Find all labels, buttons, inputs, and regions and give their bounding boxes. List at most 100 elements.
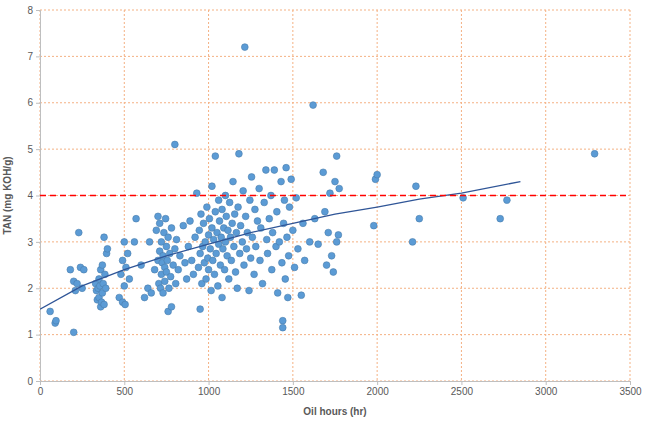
point — [226, 199, 233, 206]
x-axis-title: Oil hours (hr) — [303, 406, 366, 417]
point — [212, 153, 219, 160]
point — [271, 167, 278, 174]
point — [268, 266, 275, 273]
point — [165, 234, 172, 241]
tick-label: 3 — [27, 237, 33, 248]
point — [233, 229, 240, 236]
tick-label: 0 — [38, 386, 44, 397]
point — [269, 229, 276, 236]
point — [279, 324, 286, 331]
plot: 0500100015002000250030003500012345678 — [27, 5, 642, 397]
point — [104, 245, 111, 252]
tick-label: 3500 — [619, 386, 642, 397]
point — [216, 218, 223, 225]
tick: 6 — [27, 97, 40, 108]
tick: 7 — [27, 51, 40, 62]
point — [291, 264, 298, 271]
point — [196, 227, 203, 234]
point — [335, 232, 342, 239]
point — [171, 141, 178, 148]
tick-mark — [36, 288, 40, 289]
point — [207, 245, 214, 252]
point — [156, 220, 163, 227]
point — [99, 262, 106, 269]
axis-line — [36, 11, 41, 382]
tick-mark — [377, 381, 378, 385]
tick: 500 — [116, 381, 133, 397]
tick: 1000 — [198, 381, 221, 397]
point — [192, 234, 199, 241]
tick-label: 8 — [27, 5, 33, 16]
point — [183, 276, 190, 283]
point — [203, 204, 210, 211]
tick-label: 4 — [27, 190, 33, 201]
point — [215, 197, 222, 204]
point — [206, 215, 213, 222]
point — [214, 283, 221, 290]
grid-line — [40, 56, 630, 57]
point — [259, 280, 266, 287]
point — [164, 257, 171, 264]
tick: 1500 — [282, 381, 305, 397]
point — [283, 164, 290, 171]
tick-label: 7 — [27, 51, 33, 62]
point — [249, 234, 256, 241]
point — [278, 178, 285, 185]
chart: 0500100015002000250030003500012345678Oil… — [0, 0, 646, 425]
point — [70, 329, 77, 336]
tick-mark — [461, 381, 462, 385]
point — [212, 208, 219, 215]
point — [208, 287, 215, 294]
point — [237, 222, 244, 229]
point — [119, 257, 126, 264]
tick-label: 3000 — [535, 386, 558, 397]
point — [261, 199, 268, 206]
point — [173, 236, 180, 243]
point — [211, 271, 218, 278]
point — [80, 266, 87, 273]
point — [295, 245, 302, 252]
point — [416, 215, 423, 222]
point — [148, 289, 155, 296]
point — [168, 225, 175, 232]
point — [274, 289, 281, 296]
point — [141, 294, 148, 301]
point — [497, 215, 504, 222]
point — [219, 294, 226, 301]
point — [413, 183, 420, 190]
point — [284, 234, 291, 241]
point — [230, 243, 237, 250]
scatter-series — [47, 44, 598, 336]
point — [180, 222, 187, 229]
marks — [40, 44, 630, 336]
point — [279, 317, 286, 324]
grid-line — [40, 10, 630, 11]
point — [241, 44, 248, 51]
point — [247, 255, 254, 262]
point — [285, 252, 292, 259]
point — [289, 227, 296, 234]
point — [231, 211, 238, 218]
point — [504, 197, 511, 204]
point — [188, 257, 195, 264]
grid-line — [40, 149, 630, 150]
tick-label: 2000 — [367, 386, 390, 397]
grid-line — [40, 334, 630, 335]
point — [197, 306, 204, 313]
point — [225, 276, 232, 283]
point — [246, 287, 253, 294]
point — [284, 294, 291, 301]
point — [263, 236, 270, 243]
point — [223, 213, 230, 220]
point — [190, 271, 197, 278]
point — [282, 276, 289, 283]
tick: 2500 — [451, 381, 474, 397]
tick: 2 — [27, 283, 40, 294]
tick-mark — [36, 242, 40, 243]
tick-label: 6 — [27, 97, 33, 108]
point — [101, 234, 108, 241]
point — [67, 266, 74, 273]
point — [286, 204, 293, 211]
point — [234, 285, 241, 292]
tick: 3 — [27, 237, 40, 248]
